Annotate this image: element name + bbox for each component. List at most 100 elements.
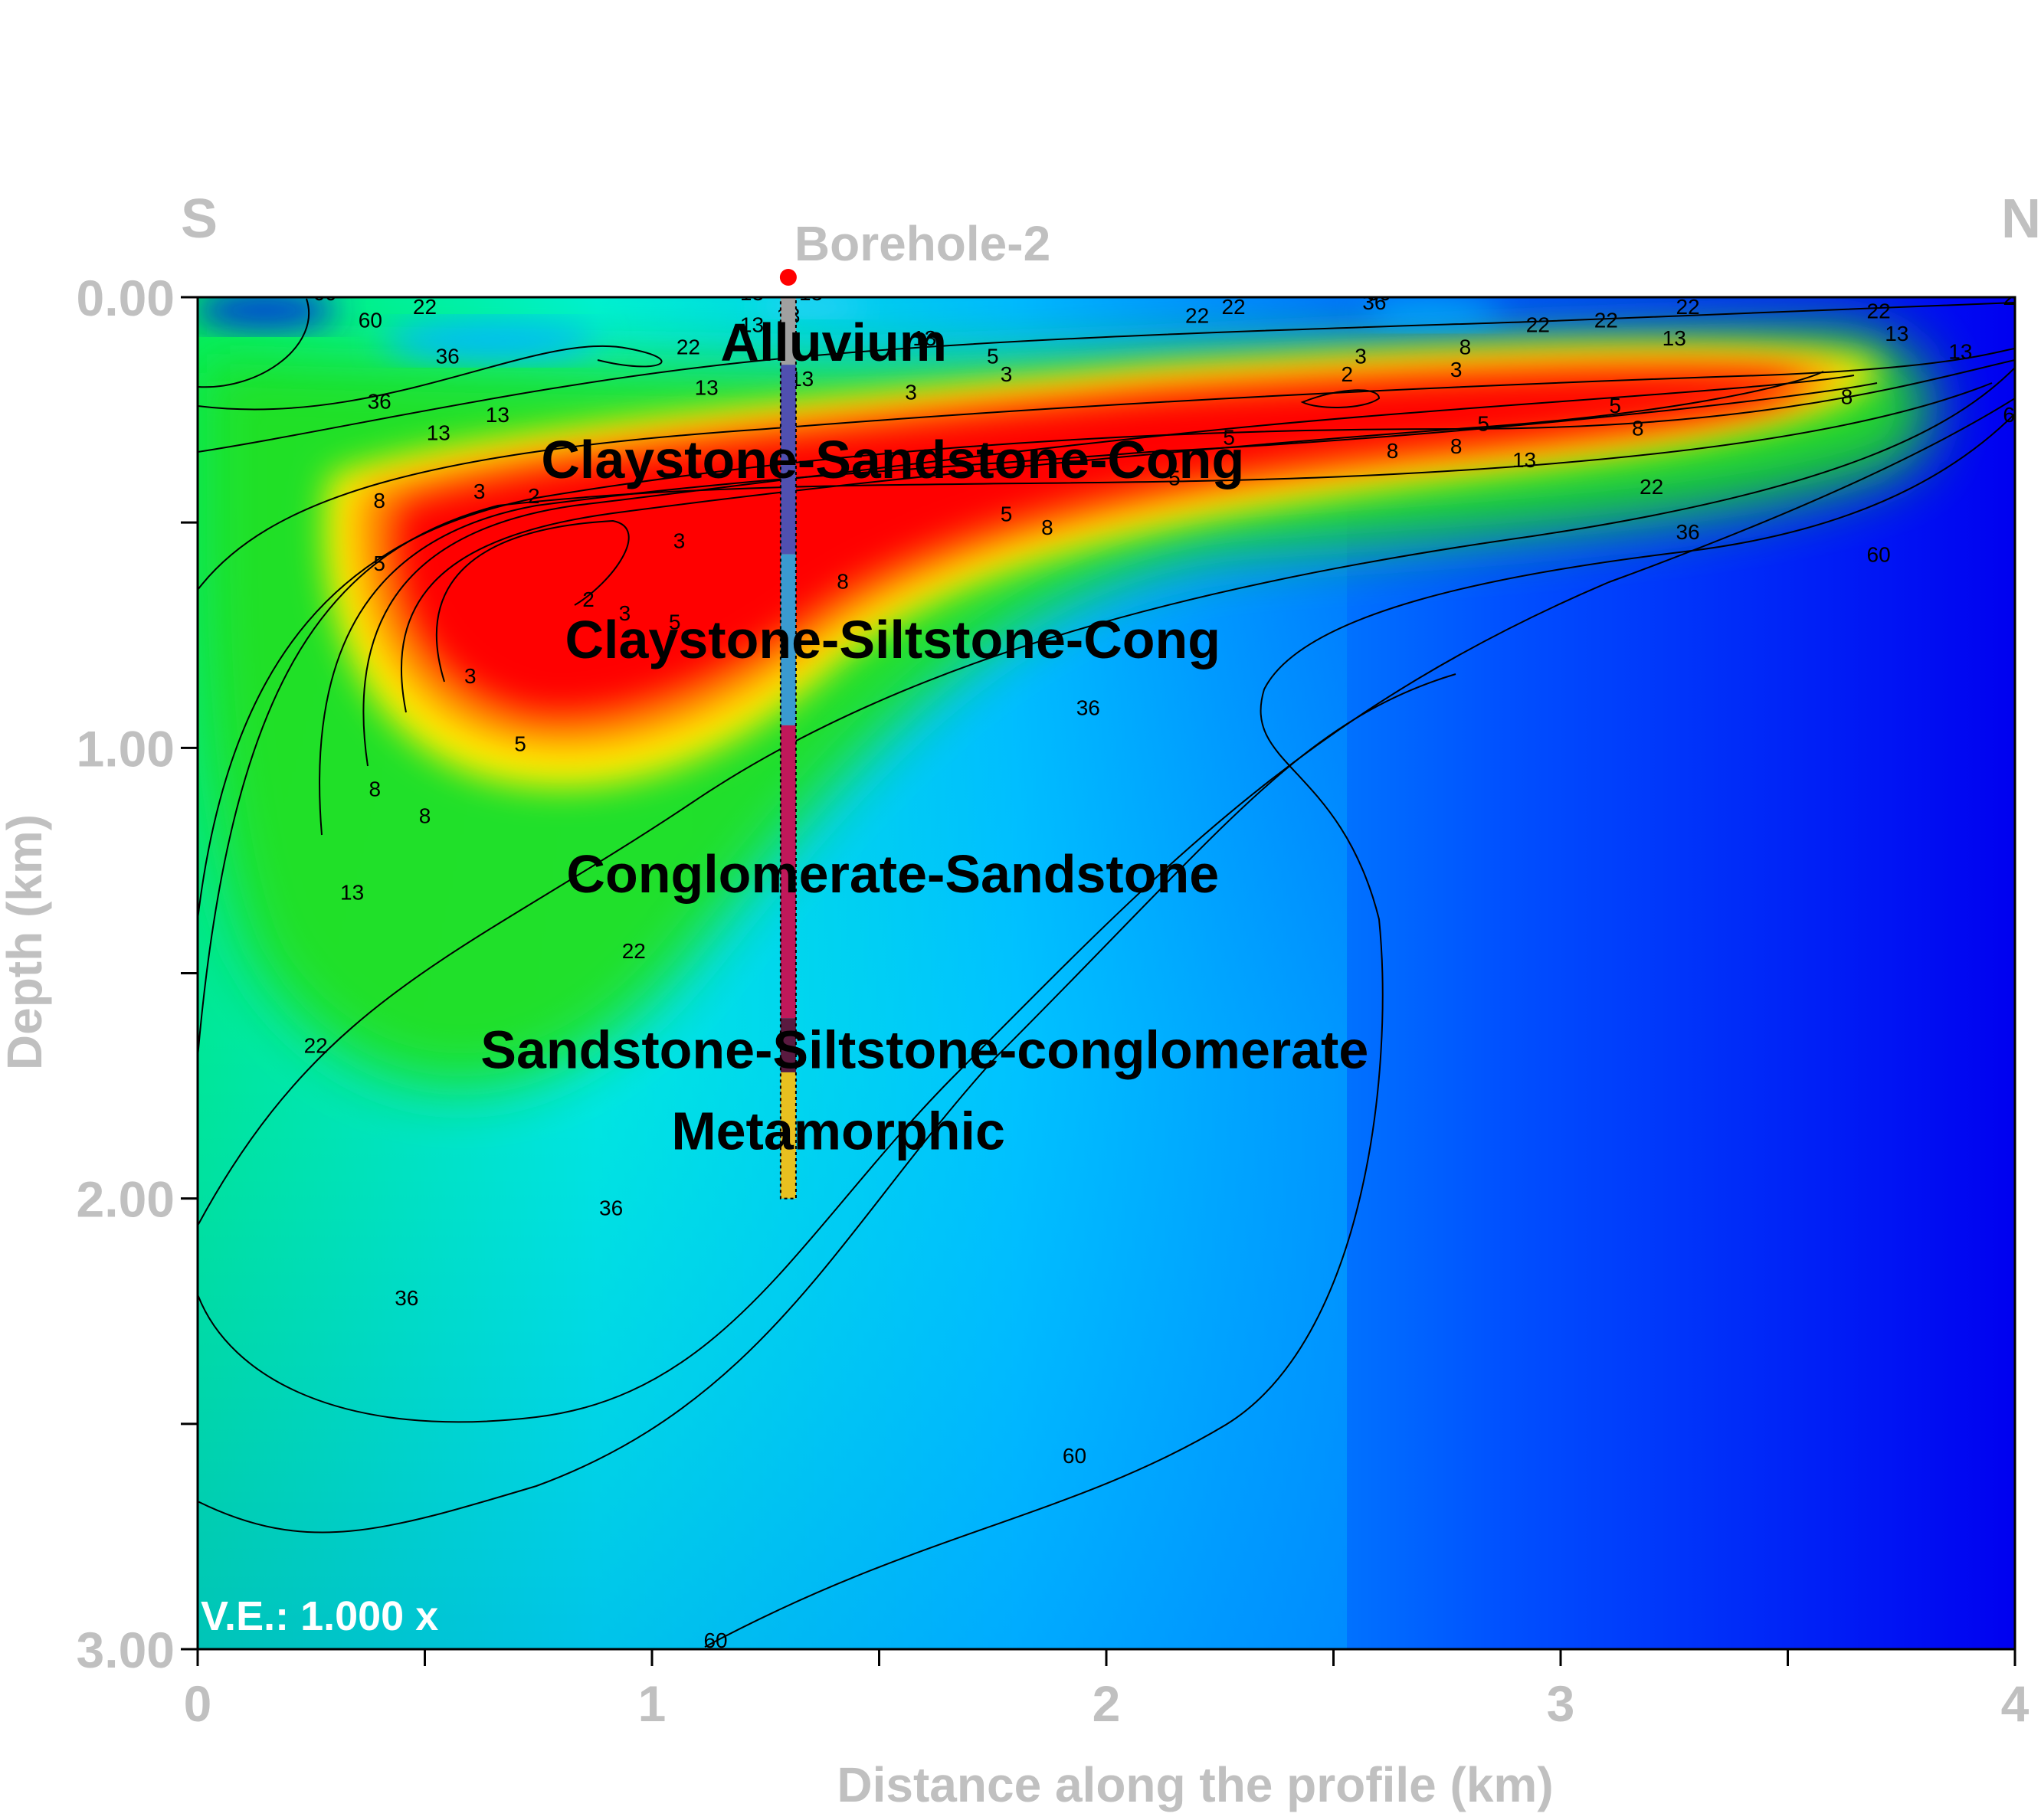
contour-lines	[198, 298, 2015, 1648]
y-tick-label: 2.00	[77, 1171, 175, 1228]
contour-label: 5	[514, 732, 526, 755]
contour-label: 60	[313, 281, 336, 305]
contour-label: 13	[340, 881, 364, 905]
contour-label: 22	[677, 336, 700, 359]
x-tick-label: 3	[1547, 1675, 1575, 1732]
contour-label: 22	[1221, 295, 1245, 319]
contour-label: 13	[1512, 448, 1536, 472]
contour-label: 3	[1001, 362, 1013, 386]
layer-label: Conglomerate-Sandstone	[566, 844, 1219, 904]
contour-label: 13	[1663, 326, 1686, 350]
y-tick-label: 1.00	[77, 720, 175, 777]
contour-label: 13	[486, 403, 509, 427]
contour-label: 22	[1640, 475, 1663, 499]
direction-label-north: N	[2001, 188, 2041, 250]
contour-label: 5	[1001, 502, 1013, 525]
contour-label: 22	[1185, 304, 1209, 328]
contour-label: 22	[1744, 277, 1767, 300]
contour-label: 22	[413, 295, 437, 319]
contour-label: 36	[599, 1196, 623, 1219]
vertical-exaggeration-label: V.E.: 1.000 x	[201, 1593, 438, 1639]
borehole-marker	[779, 269, 797, 286]
layer-label: Sandstone-Siltstone-conglomerate	[480, 1020, 1368, 1080]
contour-label: 8	[1632, 417, 1644, 440]
borehole-column	[779, 296, 797, 1200]
contour-label: 36	[1367, 281, 1391, 305]
borehole-segment	[780, 365, 796, 555]
y-axis-title: Depth (km)	[0, 814, 52, 1070]
borehole-name-label: Borehole-2	[794, 216, 1050, 271]
y-axis: 0.00 1.00 2.00 3.00	[77, 270, 198, 1678]
contour-label: 36	[395, 1286, 418, 1310]
contour-label: 13	[1885, 322, 1908, 345]
layer-label: Claystone-Sandstone-Cong	[541, 430, 1244, 489]
y-tick-label: 3.00	[77, 1622, 175, 1678]
direction-label-south: S	[181, 188, 218, 250]
borehole-segment	[780, 725, 796, 1019]
x-tick-label: 2	[1093, 1675, 1121, 1732]
y-tick-label: 0.00	[77, 270, 175, 326]
contour-label: 2	[1342, 362, 1354, 386]
contour-label: 5	[373, 552, 385, 575]
borehole-segment	[780, 1018, 796, 1072]
contour-label: 8	[1841, 385, 1853, 408]
contour-label: 60	[1867, 542, 1891, 566]
contour-label: 8	[1041, 516, 1053, 539]
contour-label: 13	[427, 421, 450, 445]
contour-label: 36	[1676, 520, 1699, 544]
contour-label: 13	[1948, 340, 1972, 364]
layer-labels: Alluvium Claystone-Sandstone-Cong Clayston…	[480, 313, 1368, 1161]
color-field	[198, 297, 2015, 1649]
contour-label: 13	[740, 281, 764, 305]
contour-label: 3	[619, 601, 631, 625]
contour-label: 13	[740, 313, 764, 336]
contour-label: 8	[419, 804, 431, 828]
borehole-segment	[780, 554, 796, 725]
x-tick-label: 1	[638, 1675, 667, 1732]
contour-label: 3	[464, 664, 477, 688]
contour-label: 5	[1477, 412, 1489, 436]
contour-label: 22	[994, 277, 1018, 300]
contour-label: 22	[1867, 300, 1891, 323]
contour-label: 13	[799, 281, 823, 305]
contour-label: 36	[1076, 696, 1100, 719]
x-tick-label: 4	[2001, 1675, 2030, 1732]
contour-label: 5	[1609, 394, 1621, 417]
contour-label: 36	[1362, 290, 1386, 314]
contour-label: 60	[2003, 403, 2026, 427]
borehole-segment	[780, 1072, 796, 1199]
x-axis-title: Distance along the profile (km)	[837, 1757, 1553, 1812]
contour-label: 22	[1594, 308, 1618, 332]
layer-label: Alluvium	[720, 313, 947, 372]
contour-label: 60	[359, 308, 382, 332]
contour-label: 8	[837, 570, 849, 594]
contour-label: 8	[369, 777, 381, 800]
contour-label: 5	[1223, 425, 1235, 449]
contour-label: 60	[1063, 1444, 1086, 1468]
contour-label: 3	[1450, 358, 1463, 381]
contour-label: 2	[582, 588, 595, 611]
x-tick-label: 0	[184, 1675, 212, 1732]
contour-label: 22	[304, 1034, 328, 1058]
contour-label: 5	[987, 344, 999, 368]
contour-label: 22	[622, 939, 646, 963]
contour-label: 8	[1459, 336, 1472, 359]
layer-label: Claystone-Siltstone-Cong	[565, 610, 1220, 669]
contour-label: 3	[905, 381, 917, 404]
contour-label: 13	[912, 326, 936, 350]
contour-label: 22	[1676, 295, 1699, 319]
contour-label: 36	[368, 389, 391, 413]
contour-label: 60	[703, 1629, 727, 1652]
borehole-segment	[780, 297, 796, 365]
contour-label: 22	[2003, 286, 2026, 309]
contour-label: 13	[695, 376, 719, 400]
contour-label: 22	[1112, 277, 1136, 300]
x-axis: 0 1 2 3 4	[184, 1649, 2030, 1732]
contour-label: 5	[669, 610, 681, 634]
contour-label: 3	[673, 529, 686, 553]
contour-label: 3	[1355, 344, 1367, 368]
contour-label: 36	[436, 344, 460, 368]
contour-label: 3	[473, 480, 486, 503]
